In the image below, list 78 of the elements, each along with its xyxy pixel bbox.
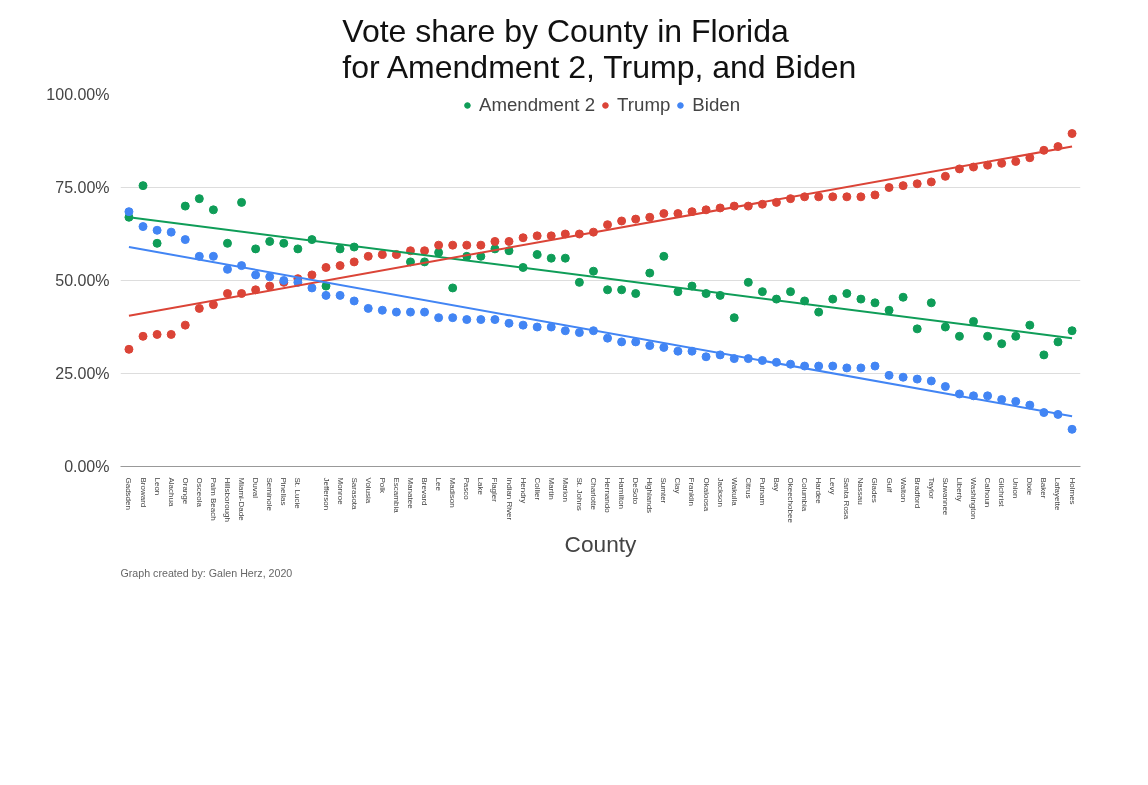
x-tick-label: Osceola: [194, 477, 204, 508]
x-tick-label: Union: [1011, 477, 1021, 499]
x-tick-label: Polk: [377, 477, 387, 495]
x-tick-label: Monroe: [335, 477, 345, 506]
x-tick-label: Citrus: [743, 477, 753, 499]
x-tick-label: Duval: [251, 477, 261, 499]
x-tick-label: Indian River: [504, 477, 514, 521]
x-tick-label: Alachua: [166, 477, 176, 507]
x-tick-label: Franklin: [687, 477, 697, 506]
x-tick-label: St. Johns: [574, 477, 584, 511]
legend-label: Amendment 2: [478, 94, 596, 116]
x-tick-label: Madison: [448, 477, 458, 508]
x-tick-label: Hamilton: [617, 477, 627, 510]
x-tick-label: Taylor: [926, 477, 936, 500]
legend-label: Trump: [617, 94, 671, 116]
x-tick-label: Volusia: [363, 477, 373, 504]
x-tick-label: Washington: [969, 477, 979, 520]
x-tick-label: Pinellas: [279, 477, 289, 506]
x-tick-label: St. Lucie: [293, 477, 303, 510]
text: Graph created by: Galen Herz, 2020: [120, 566, 293, 579]
x-tick-label: Charlotte: [588, 477, 598, 511]
x-tick-label: Brevard: [420, 477, 430, 506]
x-tick-label: Marion: [560, 477, 570, 502]
x-tick-label: Columbia: [800, 477, 810, 512]
x-tick-label: Gilchrist: [997, 477, 1007, 508]
x-tick-label: Bradford: [912, 477, 922, 509]
y-tick-label: 0.00%: [64, 458, 110, 475]
x-tick-label: Jefferson: [321, 477, 331, 511]
x-tick-label: Lake: [476, 477, 486, 496]
x-axis-title: County: [564, 530, 638, 557]
x-tick-label: Sumter: [659, 477, 669, 504]
x-tick-label: Putnam: [757, 477, 767, 506]
x-tick-label: Gadsden: [124, 477, 134, 510]
x-tick-label: Pasco: [462, 477, 472, 501]
x-tick-label: Orange: [180, 477, 190, 505]
chart-title: Vote share by County in Florida for Amendment 2, Trump, and Biden: [342, 12, 857, 85]
x-tick-label: Okeechobee: [786, 477, 796, 524]
x-tick-label: Seminole: [265, 477, 275, 512]
x-tick-label: Leon: [152, 477, 162, 496]
x-tick-label: Martin: [546, 477, 556, 500]
x-tick-label: Hardee: [814, 477, 824, 505]
x-tick-label: Calhoun: [983, 477, 993, 508]
x-tick-label: DeSoto: [631, 477, 641, 505]
x-tick-label: Santa Rosa: [842, 477, 852, 520]
x-tick-label: Walton: [898, 477, 908, 503]
x-tick-label: Hendry: [518, 477, 528, 504]
x-tick-label: Clay: [673, 477, 683, 494]
x-tick-label: Gulf: [884, 477, 894, 493]
x-tick-label: Highlands: [645, 477, 655, 514]
y-tick-label: 50.00%: [55, 272, 110, 289]
x-tick-label: Levy: [828, 477, 838, 495]
y-tick-label: 100.00%: [46, 86, 110, 103]
legend-label: Biden: [692, 94, 741, 116]
x-tick-label: Hillsborough: [222, 477, 232, 522]
x-tick-label: Holmes: [1067, 477, 1077, 505]
x-tick-label: Escambia: [391, 477, 401, 514]
x-tick-label: Lee: [434, 477, 444, 492]
x-tick-label: Sarasota: [349, 477, 359, 511]
x-tick-label: Okaloosa: [701, 477, 711, 512]
x-tick-label: Liberty: [954, 477, 964, 502]
x-tick-label: Flagler: [490, 477, 500, 503]
x-tick-label: Dixie: [1025, 477, 1035, 496]
x-tick-label: Miami-Dade: [237, 477, 247, 522]
x-tick-label: Broward: [138, 477, 148, 508]
x-tick-label: Collier: [532, 477, 542, 501]
x-tick-label: Nassau: [856, 477, 866, 505]
x-tick-label: Bay: [771, 477, 781, 492]
x-tick-label: Jackson: [715, 477, 725, 507]
x-tick-label: Manatee: [405, 477, 415, 510]
y-tick-label: 75.00%: [55, 179, 110, 196]
y-tick-label: 25.00%: [55, 365, 110, 382]
x-tick-label: Glades: [870, 477, 880, 503]
x-tick-label: Palm Beach: [208, 477, 218, 521]
x-tick-label: Baker: [1039, 477, 1049, 499]
x-tick-label: Wakulla: [729, 477, 739, 507]
x-tick-label: Hernando: [603, 477, 613, 514]
x-tick-label: Lafayette: [1053, 477, 1063, 511]
x-tick-label: Suwannee: [940, 477, 950, 516]
